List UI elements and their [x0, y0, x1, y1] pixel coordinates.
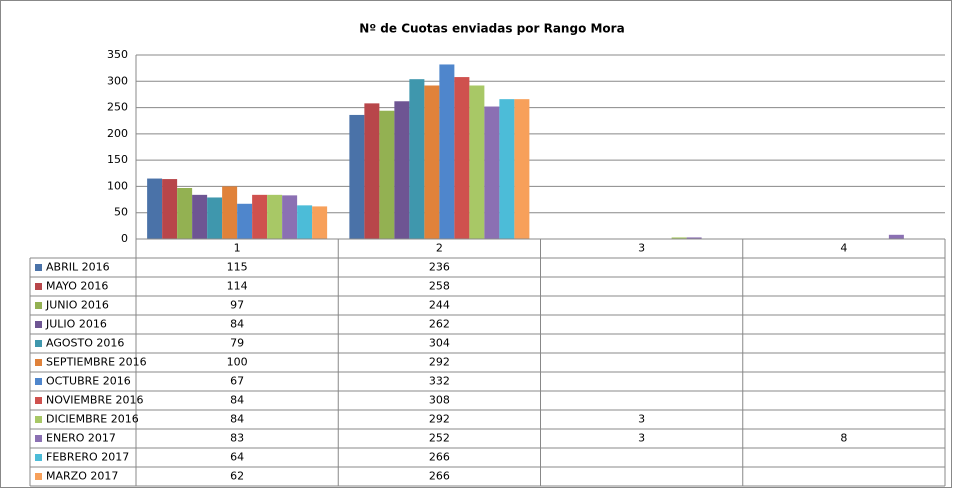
legend-swatch	[35, 283, 42, 290]
legend-label: MAYO 2016	[46, 280, 108, 293]
table-value: 308	[429, 394, 450, 407]
table-value: 262	[429, 318, 450, 331]
table-value: 64	[230, 451, 244, 464]
y-tick-label: 200	[107, 127, 128, 140]
legend-label: AGOSTO 2016	[46, 337, 124, 350]
y-tick-label: 100	[107, 179, 128, 192]
legend-label: SEPTIEMBRE 2016	[46, 356, 147, 369]
legend-label: MARZO 2017	[46, 470, 118, 483]
legend-swatch	[35, 435, 42, 442]
bar	[394, 101, 410, 240]
legend-swatch	[35, 416, 42, 423]
bar	[177, 188, 193, 239]
table-value: 115	[227, 261, 248, 274]
bar	[252, 194, 268, 239]
y-tick-label: 50	[114, 206, 128, 219]
bar	[424, 85, 440, 240]
bar	[379, 110, 395, 240]
table-value: 304	[429, 337, 450, 350]
legend-label: DICIEMBRE 2016	[46, 413, 139, 426]
table-value: 266	[429, 470, 450, 483]
bar	[888, 234, 904, 239]
bar	[147, 178, 163, 239]
table-value: 3	[638, 413, 645, 426]
table-value: 292	[429, 413, 450, 426]
legend-swatch	[35, 454, 42, 461]
bar	[349, 114, 365, 239]
legend-label: JUNIO 2016	[45, 299, 109, 312]
legend-label: NOVIEMBRE 2016	[46, 394, 144, 407]
x-tick-label: 4	[840, 242, 847, 255]
bar	[312, 206, 328, 239]
bar	[297, 205, 313, 239]
chart-title: Nº de Cuotas enviadas por Rango Mora	[359, 22, 624, 36]
bar	[409, 79, 425, 239]
table-value: 62	[230, 470, 244, 483]
x-tick-label: 2	[436, 242, 443, 255]
table-value: 292	[429, 356, 450, 369]
table-value: 100	[227, 356, 248, 369]
bar	[282, 195, 298, 239]
table-value: 114	[227, 280, 248, 293]
legend-swatch	[35, 473, 42, 480]
bar	[514, 99, 530, 239]
legend-label: FEBRERO 2017	[46, 451, 129, 464]
legend-swatch	[35, 378, 42, 385]
legend-swatch	[35, 397, 42, 404]
legend-swatch	[35, 302, 42, 309]
legend-swatch	[35, 340, 42, 347]
table-value: 83	[230, 432, 244, 445]
x-tick-label: 1	[234, 242, 241, 255]
bar	[439, 64, 455, 239]
legend-label: ABRIL 2016	[46, 261, 110, 274]
bar	[484, 106, 500, 240]
bar	[222, 186, 238, 239]
table-value: 8	[840, 432, 847, 445]
bar	[686, 237, 702, 239]
table-value: 258	[429, 280, 450, 293]
bar	[671, 237, 687, 239]
bar	[454, 77, 470, 239]
table-value: 266	[429, 451, 450, 464]
legend-swatch	[35, 359, 42, 366]
legend-label: OCTUBRE 2016	[46, 375, 131, 388]
bar	[469, 85, 485, 240]
legend-label: ENERO 2017	[46, 432, 116, 445]
bar	[192, 194, 208, 239]
table-value: 67	[230, 375, 244, 388]
legend-swatch	[35, 321, 42, 328]
bar	[267, 194, 283, 239]
legend-swatch	[35, 264, 42, 271]
bar	[499, 99, 515, 239]
x-tick-label: 3	[638, 242, 645, 255]
y-tick-label: 350	[107, 48, 128, 61]
y-tick-label: 300	[107, 74, 128, 87]
y-tick-label: 250	[107, 101, 128, 114]
y-tick-label: 150	[107, 153, 128, 166]
table-value: 84	[230, 318, 244, 331]
table-value: 84	[230, 394, 244, 407]
bar	[207, 197, 223, 239]
bar	[162, 179, 178, 239]
table-value: 84	[230, 413, 244, 426]
table-value: 236	[429, 261, 450, 274]
table-value: 244	[429, 299, 450, 312]
table-value: 252	[429, 432, 450, 445]
table-value: 97	[230, 299, 244, 312]
table-value: 3	[638, 432, 645, 445]
bar	[237, 203, 253, 239]
legend-label: JULIO 2016	[45, 318, 107, 331]
bar	[364, 103, 380, 239]
table-value: 79	[230, 337, 244, 350]
y-tick-label: 0	[121, 232, 128, 245]
table-value: 332	[429, 375, 450, 388]
